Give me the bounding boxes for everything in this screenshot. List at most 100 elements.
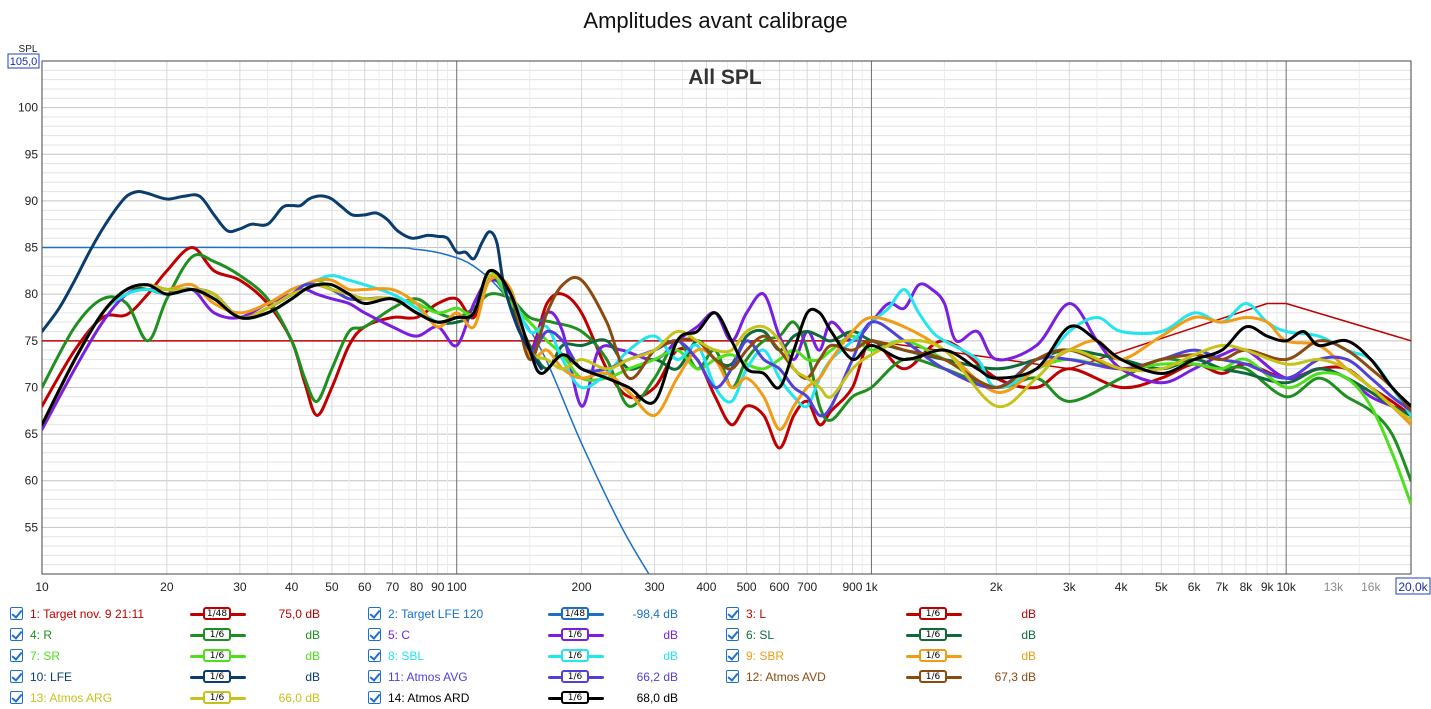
- curve-series-9: [42, 275, 1411, 431]
- smoothing-badge: 1/48: [203, 607, 231, 620]
- legend-item-6: 6: SL 1/6 dB: [726, 625, 1076, 645]
- x-tick-label: 2k: [990, 580, 1004, 594]
- x-tick-label: 6k: [1188, 580, 1202, 594]
- smoothing-badge: 1/6: [203, 670, 231, 683]
- smoothing-badge: 1/6: [561, 649, 589, 662]
- legend-checkbox[interactable]: [368, 607, 381, 620]
- legend-checkbox[interactable]: [10, 670, 23, 683]
- curves: [42, 189, 1411, 574]
- legend-checkbox[interactable]: [368, 670, 381, 683]
- x-tick-label: 70: [386, 580, 400, 594]
- y-tick-label: 60: [25, 474, 39, 488]
- smoothing-badge: 1/6: [203, 691, 231, 704]
- legend-value: dB: [305, 649, 320, 663]
- legend-swatch[interactable]: 1/6: [548, 628, 604, 642]
- legend-swatch[interactable]: 1/6: [190, 649, 246, 663]
- legend-checkbox[interactable]: [368, 628, 381, 641]
- x-tick-label: 7k: [1216, 580, 1230, 594]
- legend-checkbox[interactable]: [368, 691, 381, 704]
- plot-frame: [41, 60, 1412, 575]
- x-tick-label: 4k: [1115, 580, 1129, 594]
- legend-swatch[interactable]: 1/6: [548, 691, 604, 705]
- legend-swatch[interactable]: 1/6: [548, 649, 604, 663]
- y-tick-label: 100: [18, 101, 38, 115]
- legend-swatch[interactable]: 1/6: [906, 649, 962, 663]
- legend-value: 75,0 dB: [278, 607, 320, 621]
- legend-swatch[interactable]: 1/48: [190, 607, 246, 621]
- legend-swatch[interactable]: 1/48: [548, 607, 604, 621]
- y-tick-label: 85: [25, 241, 39, 255]
- legend-checkbox[interactable]: [10, 649, 23, 662]
- x-tick-label: 40: [285, 580, 299, 594]
- curve-series-2: [42, 246, 650, 574]
- legend-label: 6: SL: [746, 628, 775, 642]
- legend-checkbox[interactable]: [726, 670, 739, 683]
- legend-item-14: 14: Atmos ARD 1/6 68,0 dB: [368, 688, 718, 708]
- curve-series-14: [42, 268, 1411, 427]
- legend-value: 66,2 dB: [636, 670, 678, 684]
- x-tick-label: 600: [769, 580, 789, 594]
- legend-checkbox[interactable]: [10, 691, 23, 704]
- legend-swatch[interactable]: 1/6: [548, 670, 604, 684]
- y-tick-label: 80: [25, 287, 39, 301]
- x-tick-label: 10: [35, 580, 49, 594]
- legend-label: 13: Atmos ARG: [30, 691, 113, 705]
- x-tick-label: 10k: [1276, 580, 1296, 594]
- legend-label: 3: L: [746, 607, 767, 621]
- legend-value: 67,3 dB: [994, 670, 1036, 684]
- legend-swatch[interactable]: 1/6: [906, 628, 962, 642]
- legend-swatch[interactable]: 1/6: [190, 628, 246, 642]
- x-tick-label: 80: [410, 580, 424, 594]
- legend-label: 2: Target LFE 120: [388, 607, 484, 621]
- grid: [42, 61, 1411, 574]
- legend-value: 66,0 dB: [278, 691, 320, 705]
- legend-checkbox[interactable]: [726, 628, 739, 641]
- legend-item-13: 13: Atmos ARG 1/6 66,0 dB: [10, 688, 360, 708]
- legend-value: dB: [1021, 628, 1036, 642]
- legend-checkbox[interactable]: [368, 649, 381, 662]
- x-tick-label: 400: [696, 580, 716, 594]
- x-tick-label: 8k: [1240, 580, 1254, 594]
- legend-checkbox[interactable]: [726, 607, 739, 620]
- legend-item-3: 3: L 1/6 dB: [726, 604, 1076, 624]
- x-tick-label: 5k: [1155, 580, 1169, 594]
- x-tick-label: 1k: [865, 580, 879, 594]
- legend-label: 14: Atmos ARD: [388, 691, 470, 705]
- y-axis-label: SPL: [19, 44, 38, 55]
- legend-swatch[interactable]: 1/6: [190, 670, 246, 684]
- legend-checkbox[interactable]: [10, 628, 23, 641]
- x-end-box: [1395, 577, 1431, 595]
- smoothing-badge: 1/6: [561, 670, 589, 683]
- x-end-label: 20,0k: [1398, 580, 1428, 594]
- legend-item-7: 7: SR 1/6 dB: [10, 646, 360, 666]
- y-top-box: [7, 53, 40, 69]
- legend-value: dB: [1021, 649, 1036, 663]
- legend-item-10: 10: LFE 1/6 dB: [10, 667, 360, 687]
- legend-item-4: 4: R 1/6 dB: [10, 625, 360, 645]
- curve-series-13: [42, 273, 1411, 427]
- y-tick-label: 95: [25, 147, 39, 161]
- y-top-label: 105,0: [10, 56, 38, 68]
- x-tick-label: 300: [645, 580, 665, 594]
- smoothing-badge: 1/6: [203, 649, 231, 662]
- smoothing-badge: 1/6: [919, 607, 947, 620]
- legend-checkbox[interactable]: [10, 607, 23, 620]
- y-tick-label: 75: [25, 334, 39, 348]
- smoothing-badge: 1/6: [561, 628, 589, 641]
- legend-swatch[interactable]: 1/6: [906, 607, 962, 621]
- legend-label: 4: R: [30, 628, 53, 642]
- smoothing-badge: 1/6: [919, 649, 947, 662]
- x-tick-label: 500: [737, 580, 757, 594]
- smoothing-badge: 1/6: [919, 670, 947, 683]
- legend-item-5: 5: C 1/6 dB: [368, 625, 718, 645]
- legend-swatch[interactable]: 1/6: [190, 691, 246, 705]
- legend-item-1: 1: Target nov. 9 21:11 1/48 75,0 dB: [10, 604, 360, 624]
- legend-swatch[interactable]: 1/6: [906, 670, 962, 684]
- smoothing-badge: 1/6: [203, 628, 231, 641]
- legend-checkbox[interactable]: [726, 649, 739, 662]
- y-tick-label: 65: [25, 427, 39, 441]
- legend-item-12: 12: Atmos AVD 1/6 67,3 dB: [726, 667, 1076, 687]
- legend-value: dB: [663, 649, 678, 663]
- legend-label: 9: SBR: [746, 649, 785, 663]
